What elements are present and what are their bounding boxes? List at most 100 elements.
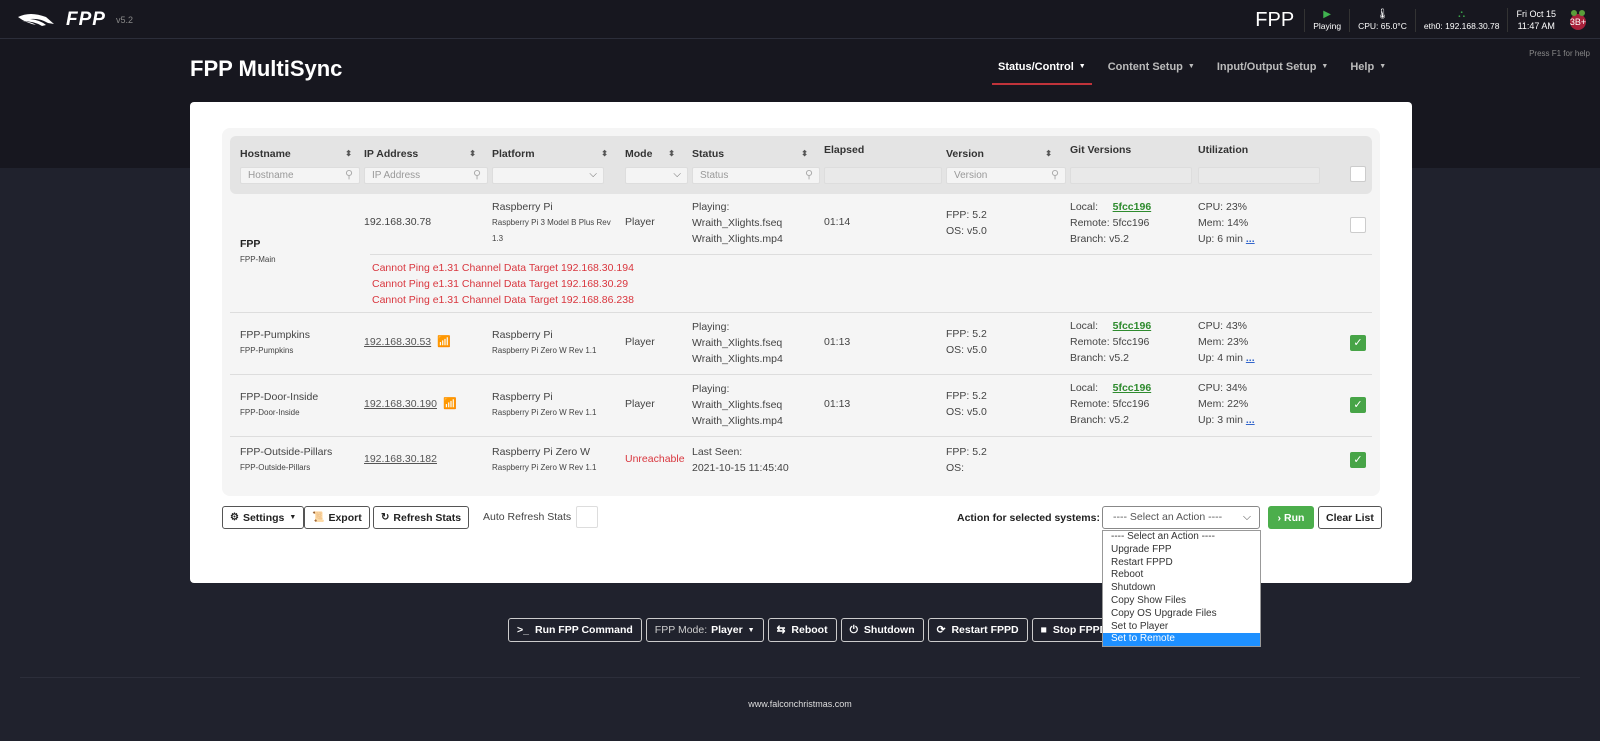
os-version: OS: v5.0 [946,344,987,356]
nav-input-output-setup[interactable]: Input/Output Setup ▼ [1216,61,1329,73]
mem-usage: Mem: 23% [1198,336,1249,348]
action-option[interactable]: Shutdown [1111,582,1156,594]
action-option[interactable]: Copy OS Upgrade Files [1111,607,1217,619]
nav-content-setup[interactable]: Content Setup ▼ [1107,61,1195,73]
fpp-mode-button[interactable]: FPP Mode: Player ▼ [645,618,764,642]
top-header: FPP v5.2 FPP ▶ Playing 🌡 CPU: 65.0°C ⛬ e… [0,0,1600,39]
refresh-stats-button[interactable]: ↻ Refresh Stats [373,506,470,529]
platform: Raspberry Pi [492,391,553,403]
error-message: Cannot Ping e1.31 Channel Data Target 19… [372,262,634,274]
network-icon: ⛬ [1458,8,1466,20]
platform-sub: Raspberry Pi Zero W Rev 1.1 [492,346,597,355]
git-local-link[interactable]: 5fcc196 [1112,320,1152,332]
sort-icon: ⬍ [469,149,476,158]
action-option[interactable]: Reboot [1111,569,1144,581]
action-option[interactable]: Upgrade FPP [1111,543,1172,555]
chevron-down-icon: ⌵ [589,169,597,180]
caret-down-icon: ▼ [747,626,755,634]
run-fpp-command-button[interactable]: >_ Run FPP Command [508,618,642,642]
more-link[interactable]: ... [1245,233,1255,245]
reboot-button[interactable]: ⇆ Reboot [767,618,837,642]
row-checkbox[interactable]: ✓ [1350,452,1366,468]
action-option[interactable]: Copy Show Files [1111,594,1187,606]
settings-button[interactable]: ⚙ Settings ▼ [222,506,305,529]
table-row: FPP-Outside-Pillars FPP-Outside-Pillars … [230,436,1372,488]
git-local-link[interactable]: 5fcc196 [1112,201,1152,213]
run-button[interactable]: › Run [1268,506,1314,529]
row-checkbox[interactable]: ✓ [1350,335,1366,351]
status-line: Wraith_Xlights.fseq [692,337,783,349]
platform-cell: Raspberry Pi Raspberry Pi 3 Model B Plus… [492,199,620,247]
caret-down-icon: ▼ [289,514,297,521]
cpu-temp-label: CPU: 65.0°C [1358,20,1407,31]
column-git-versions: Git Versions [1070,144,1132,156]
restart-fppd-button[interactable]: ⟳ Restart FPPD [927,618,1028,642]
auto-refresh-checkbox[interactable] [576,506,598,528]
row-checkbox[interactable] [1350,217,1366,233]
select-all-checkbox[interactable] [1350,166,1366,182]
export-button[interactable]: 📜 Export [304,506,370,529]
header-hostname: FPP [1255,8,1295,31]
fpp-logo[interactable]: FPP v5.2 [16,9,133,31]
status-filter-input[interactable]: Status ⚲ [692,167,820,184]
ip-link[interactable]: 192.168.30.182 [364,453,437,465]
elapsed-cell: 01:14 [824,216,851,228]
git-branch: Branch: v5.2 [1070,352,1129,364]
hostname-sub: FPP-Pumpkins [240,346,294,355]
action-option[interactable]: ---- Select an Action ---- [1111,531,1215,542]
platform-filter-select[interactable]: ⌵ [492,167,604,184]
ip-link[interactable]: 192.168.30.190 [364,398,437,410]
git-local-label: Local: [1070,201,1099,213]
action-dropdown-list: ---- Select an Action ---- Upgrade FPP R… [1102,530,1261,648]
main-nav: Status/Control ▼ Content Setup ▼ Input/Out… [992,61,1408,85]
hostname-filter-input[interactable]: Hostname ⚲ [240,167,360,184]
hostname-cell: FPP-Door-Inside FPP-Door-Inside [240,389,318,421]
caret-down-icon: ▼ [1187,63,1195,70]
mode-filter-select[interactable]: ⌵ [625,167,688,184]
fpp-version: FPP: 5.2 [946,328,987,340]
action-select[interactable]: ---- Select an Action ---- ⌵ [1102,506,1260,529]
version-filter-input[interactable]: Version ⚲ [946,167,1066,184]
row-checkbox[interactable]: ✓ [1350,397,1366,413]
checkmark-icon: ✓ [1353,337,1363,349]
platform-cell: Raspberry Pi Raspberry Pi Zero W Rev 1.1 [492,327,596,359]
date-time: Fri Oct 15 11:47 AM [1507,8,1564,32]
nav-status-control[interactable]: Status/Control ▼ [992,61,1092,85]
mode-cell: Unreachable [625,453,685,465]
footer-link[interactable]: www.falconchristmas.com [748,699,852,709]
mem-usage: Mem: 14% [1198,217,1249,229]
falcon-logo-icon [18,14,54,26]
platform: Raspberry Pi [492,329,553,341]
ip-link[interactable]: 192.168.30.53 [364,336,432,348]
ip-filter-input[interactable]: IP Address ⚲ [364,167,488,184]
hostname-sub: FPP-Outside-Pillars [240,463,311,472]
elapsed-cell: 01:13 [824,398,851,410]
more-link[interactable]: ... [1245,352,1255,364]
shutdown-button[interactable]: ⏻ Shutdown [840,618,924,642]
sync-icon: ⟳ [936,624,946,636]
stop-fppd-button[interactable]: ■ Stop FPPD [1031,618,1117,642]
page-title: FPP MultiSync [190,56,343,81]
hostname: FPP [240,238,261,250]
action-option[interactable]: Restart FPPD [1111,556,1173,568]
action-option-highlighted[interactable]: Set to Remote [1103,633,1260,647]
player-status[interactable]: ▶ Playing [1304,8,1349,32]
column-status[interactable]: Status ⬍ [692,148,808,160]
play-icon: ▶ [1323,8,1331,20]
column-ip-address[interactable]: IP Address ⬍ [364,148,476,160]
hostname: FPP-Door-Inside [240,391,319,403]
status-line: Wraith_Xlights.mp4 [692,353,783,365]
clear-list-button[interactable]: Clear List [1318,506,1382,529]
column-mode[interactable]: Mode ⬍ [625,148,675,160]
git-local-link[interactable]: 5fcc196 [1112,382,1152,394]
nav-help[interactable]: Help ▼ [1350,61,1387,73]
column-hostname[interactable]: Hostname ⬍ [240,148,352,160]
more-link[interactable]: ... [1245,414,1255,426]
action-option[interactable]: Set to Player [1111,620,1169,632]
column-platform[interactable]: Platform ⬍ [492,148,608,160]
search-icon: ⚲ [1050,169,1059,181]
help-hint: Press F1 for help [1529,49,1590,58]
ip-cell: 192.168.30.190 📶 [364,396,457,412]
column-version[interactable]: Version ⬍ [946,148,1052,160]
platform: Raspberry Pi Zero W [492,446,591,458]
